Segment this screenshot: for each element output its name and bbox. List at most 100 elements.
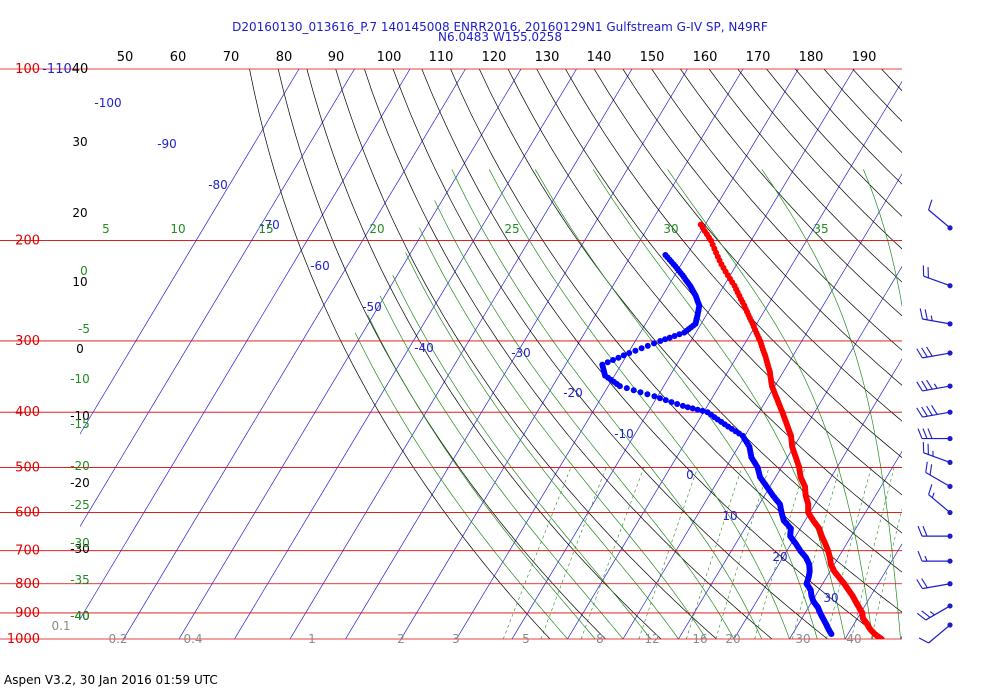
top-tick-label: 50 bbox=[117, 50, 134, 65]
pressure-tick-label: 900 bbox=[15, 606, 40, 621]
wind-barb-flag bbox=[921, 610, 931, 618]
height-label: -10 bbox=[70, 409, 90, 423]
dry-adiabat-line bbox=[910, 69, 1000, 639]
moist-adiabat-line bbox=[379, 295, 624, 639]
theta-e-label: -35 bbox=[70, 573, 90, 587]
moist-adiabat-line bbox=[367, 314, 596, 639]
dry-adiabat-line bbox=[996, 69, 1000, 639]
pressure-tick-label: 200 bbox=[15, 234, 40, 249]
mixing-ratio-label: 2 bbox=[397, 632, 405, 646]
wind-barb-flag bbox=[916, 407, 923, 418]
moist-adiabat-line bbox=[863, 169, 902, 308]
theta-e-label: 0 bbox=[80, 264, 88, 278]
wind-barb-flag bbox=[922, 525, 928, 537]
theta-e-label: 10 bbox=[170, 222, 185, 236]
top-tick-label: 150 bbox=[640, 50, 665, 65]
mixing-ratio-lines bbox=[503, 467, 971, 639]
pressure-tick-label: 800 bbox=[15, 577, 40, 592]
wind-barb-flag bbox=[917, 428, 923, 439]
moist-adiabat-lines bbox=[354, 169, 956, 639]
dewpoint-point bbox=[604, 359, 611, 366]
mixing-ratio-line bbox=[715, 467, 770, 639]
pressure-tick-label: 300 bbox=[15, 334, 40, 349]
wind-barb-flag bbox=[928, 199, 933, 211]
dry-adiabat-line bbox=[881, 69, 902, 92]
wind-barb-flag bbox=[926, 379, 933, 390]
dewpoint-point bbox=[651, 340, 657, 347]
isotherm-line bbox=[844, 543, 902, 639]
dewpoint-point bbox=[657, 395, 663, 402]
wind-barb-staff bbox=[922, 318, 951, 325]
dewpoint-point bbox=[679, 402, 686, 409]
theta-e-label: -5 bbox=[78, 322, 90, 336]
mixing-ratio-line bbox=[908, 467, 946, 639]
isotherm-label: 10 bbox=[722, 509, 737, 523]
moist-adiabat-line bbox=[434, 200, 735, 639]
wind-barb-half-flag bbox=[930, 315, 933, 321]
dry-adiabat-line bbox=[968, 69, 1000, 639]
dry-adiabat-line bbox=[421, 69, 884, 639]
dewpoint-point bbox=[657, 338, 664, 344]
wind-barb-flag bbox=[927, 428, 933, 439]
height-label: 30 bbox=[72, 135, 87, 149]
dry-adiabat-line bbox=[622, 69, 902, 386]
dewpoint-point bbox=[599, 361, 606, 368]
wind-barb-column bbox=[916, 199, 953, 644]
theta-e-label: -15 bbox=[70, 417, 90, 431]
mixing-ratio-line bbox=[870, 507, 902, 639]
wind-barb-staff bbox=[923, 452, 951, 463]
dry-adiabat-line bbox=[507, 69, 902, 534]
height-label: -30 bbox=[70, 542, 90, 556]
top-tick-label: 120 bbox=[482, 50, 507, 65]
dewpoint-point bbox=[668, 399, 675, 406]
dewpoint-point bbox=[615, 354, 622, 361]
top-tick-label: 70 bbox=[223, 50, 240, 65]
isotherm-line bbox=[567, 80, 902, 639]
isotherm-line bbox=[80, 69, 300, 435]
isotherm-line bbox=[678, 265, 902, 639]
wind-barb-flag bbox=[928, 484, 933, 495]
isotherm-line bbox=[80, 69, 355, 528]
mixing-ratio-label: 40 bbox=[846, 632, 861, 646]
moist-adiabat-line bbox=[945, 169, 956, 639]
wind-barb-flag bbox=[924, 309, 928, 320]
theta-e-label: 25 bbox=[504, 222, 519, 236]
dry-adiabat-line bbox=[364, 69, 773, 639]
dry-adiabat-line bbox=[249, 69, 551, 639]
height-label: 20 bbox=[72, 206, 87, 220]
wind-barb-flag bbox=[925, 461, 928, 473]
mixing-ratio-line bbox=[935, 467, 971, 639]
isotherm-line bbox=[345, 69, 688, 639]
isotherm-lines bbox=[80, 69, 902, 639]
dry-adiabat-line bbox=[277, 69, 606, 639]
mixing-ratio-line bbox=[638, 467, 698, 639]
theta-e-label: -40 bbox=[70, 609, 90, 623]
dewpoint-point bbox=[644, 391, 651, 398]
isotherm-label: -20 bbox=[563, 386, 583, 400]
mixing-ratio-label: 20 bbox=[725, 632, 740, 646]
moist-adiabat-line bbox=[534, 169, 818, 639]
top-tick-label: 130 bbox=[535, 50, 560, 65]
dewpoint-point bbox=[638, 345, 645, 352]
dry-adiabat-line bbox=[823, 69, 902, 154]
dewpoint-point bbox=[623, 385, 630, 392]
dry-adiabat-line bbox=[478, 69, 902, 573]
dewpoint-point bbox=[632, 347, 639, 354]
wind-barb-flag bbox=[916, 381, 923, 392]
isotherm-label: -60 bbox=[310, 259, 330, 273]
dewpoint-point bbox=[662, 336, 669, 343]
dewpoint-point bbox=[699, 407, 706, 414]
dry-adiabat-line bbox=[565, 69, 902, 458]
mixing-ratio-label: 8 bbox=[596, 632, 604, 646]
height-label: 0 bbox=[76, 342, 84, 356]
dry-adiabat-line bbox=[450, 69, 902, 613]
top-tick-label: 100 bbox=[377, 50, 402, 65]
dewpoint-point bbox=[626, 350, 633, 356]
dewpoint-point bbox=[674, 401, 681, 407]
top-tick-label: 180 bbox=[799, 50, 824, 65]
wind-barb-flag bbox=[926, 405, 933, 416]
top-tick-label: -110 bbox=[42, 62, 72, 77]
pressure-tick-label: 700 bbox=[15, 544, 40, 559]
moist-adiabat-line bbox=[405, 252, 679, 639]
